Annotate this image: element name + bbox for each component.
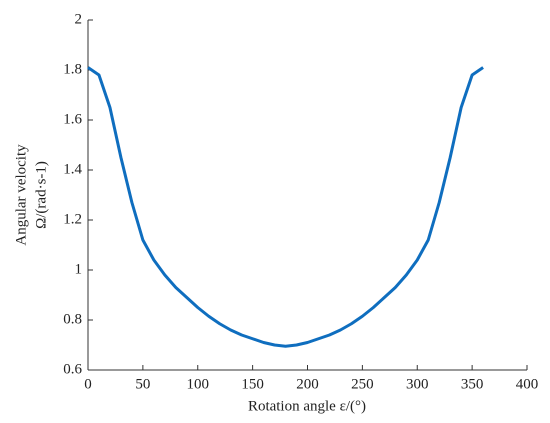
x-tick-label: 0: [84, 376, 92, 392]
x-tick-label: 300: [406, 376, 429, 392]
x-tick-label: 400: [516, 376, 539, 392]
y-axis-label-line: Angular velocity: [13, 144, 29, 246]
y-tick-label: 2: [75, 11, 83, 27]
x-tick-label: 100: [187, 376, 210, 392]
y-tick-label: 0.8: [63, 311, 82, 327]
x-tick-label: 350: [461, 376, 484, 392]
y-tick-label: 1: [75, 261, 83, 277]
y-tick-label: 1.6: [63, 111, 82, 127]
x-tick-label: 150: [241, 376, 264, 392]
x-tick-label: 250: [351, 376, 374, 392]
y-tick-label: 1.8: [63, 61, 82, 77]
x-tick-label: 50: [135, 376, 150, 392]
y-axis-label-line: Ω/(rad·s-1): [33, 161, 49, 229]
x-tick-label: 200: [296, 376, 319, 392]
y-axis-label: Angular velocity Ω/(rad·s-1): [13, 144, 49, 246]
data-line: [87, 66, 484, 348]
y-tick-label: 1.4: [63, 161, 82, 177]
x-axis-label: Rotation angle ε/(°): [248, 398, 366, 414]
y-tick-label: 1.2: [63, 211, 82, 227]
y-tick-label: 0.6: [63, 361, 82, 377]
